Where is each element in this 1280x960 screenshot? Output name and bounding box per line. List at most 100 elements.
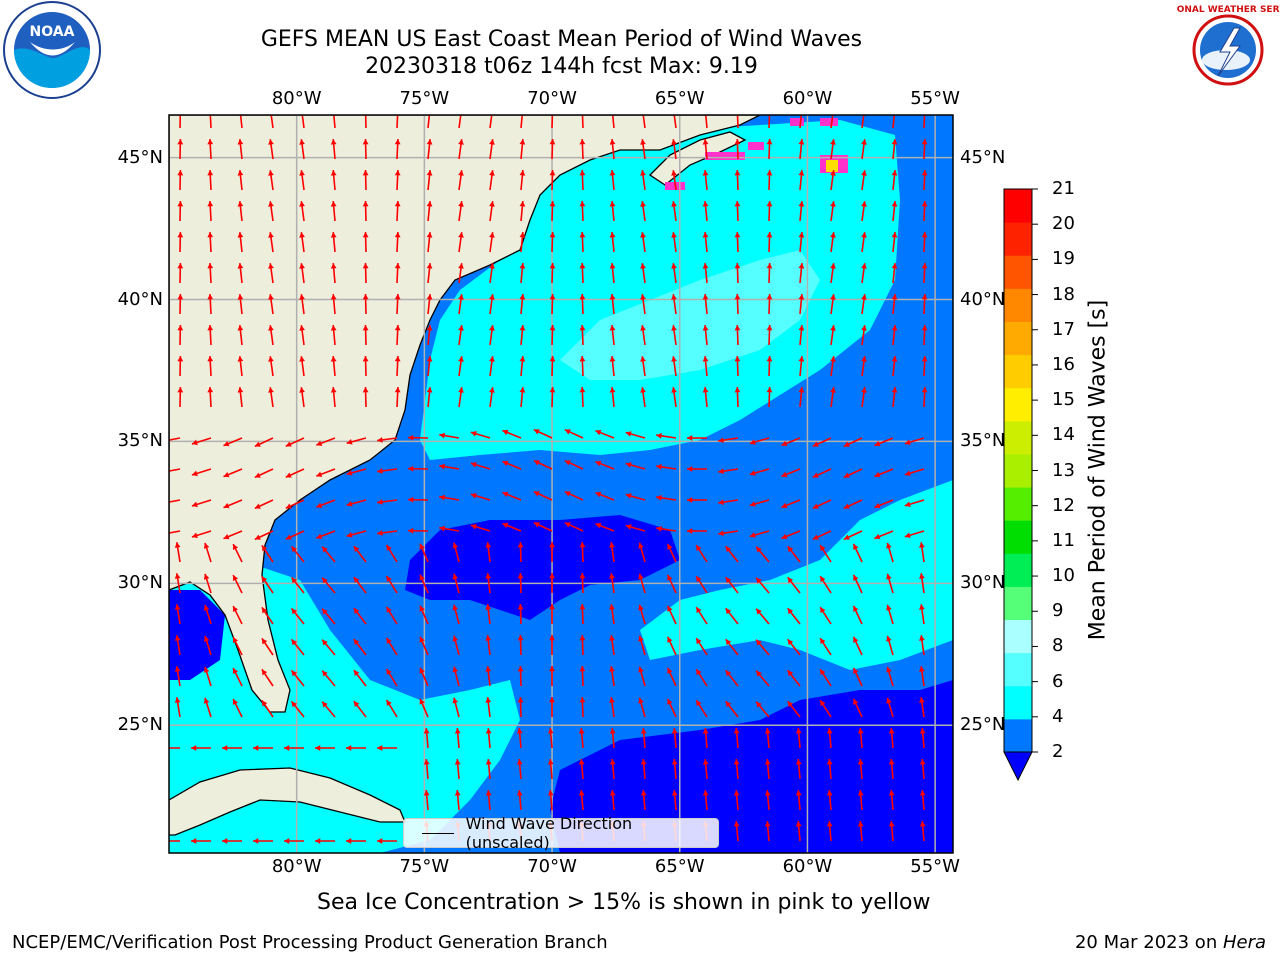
wave-direction-arrow bbox=[268, 263, 274, 284]
wave-direction-arrow bbox=[766, 138, 773, 160]
wave-direction-arrow bbox=[385, 606, 398, 625]
wave-direction-arrow bbox=[671, 139, 677, 160]
wave-direction-arrow bbox=[640, 139, 646, 160]
lat-tick-left-1: 40°N bbox=[117, 288, 163, 310]
lat-tick-right-0: 45°N bbox=[960, 146, 1006, 168]
wave-direction-arrow bbox=[579, 200, 586, 222]
wave-direction-arrow bbox=[625, 524, 646, 532]
wave-direction-arrow bbox=[830, 356, 836, 377]
wave-direction-arrow bbox=[579, 324, 586, 346]
wave-direction-arrow bbox=[207, 138, 214, 160]
wave-direction-arrow bbox=[223, 530, 243, 540]
wave-direction-arrow bbox=[581, 115, 584, 129]
wave-direction-arrow bbox=[812, 499, 832, 510]
wave-direction-arrow bbox=[385, 637, 398, 656]
wave-direction-arrow bbox=[321, 608, 336, 625]
lat-tick-right-4: 25°N bbox=[960, 714, 1006, 736]
wave-direction-arrow bbox=[671, 790, 678, 811]
wave-direction-arrow bbox=[207, 293, 214, 315]
wave-direction-arrow bbox=[458, 263, 464, 284]
wave-direction-arrow bbox=[439, 432, 460, 439]
wave-direction-arrow bbox=[423, 728, 430, 749]
wave-direction-arrow bbox=[764, 728, 771, 749]
wave-direction-arrow bbox=[519, 356, 526, 377]
lat-tick-right-1: 40°N bbox=[960, 288, 1006, 310]
wave-direction-arrow bbox=[353, 576, 367, 594]
wave-direction-arrow bbox=[458, 115, 462, 129]
wave-direction-arrow bbox=[222, 745, 242, 751]
wave-direction-arrow bbox=[174, 635, 181, 656]
wave-direction-arrow bbox=[625, 493, 646, 501]
wave-direction-arrow bbox=[852, 543, 863, 563]
wave-direction-arrow bbox=[502, 491, 522, 501]
wave-direction-arrow bbox=[207, 169, 214, 191]
wave-direction-arrow bbox=[458, 139, 464, 160]
wave-direction-arrow bbox=[886, 666, 894, 687]
wave-direction-arrow bbox=[419, 698, 429, 718]
wave-direction-arrow bbox=[362, 293, 369, 315]
wave-direction-arrow bbox=[423, 759, 430, 780]
wave-direction-arrow bbox=[519, 139, 526, 160]
wave-direction-arrow bbox=[232, 698, 243, 718]
wave-direction-arrow bbox=[330, 232, 337, 253]
wave-direction-arrow bbox=[609, 542, 615, 563]
wave-direction-arrow bbox=[725, 700, 739, 718]
wave-direction-arrow bbox=[921, 293, 928, 315]
wave-direction-arrow bbox=[766, 200, 773, 222]
wave-direction-arrow bbox=[261, 575, 274, 594]
wave-direction-arrow bbox=[891, 170, 898, 191]
wave-direction-arrow bbox=[609, 604, 615, 625]
wave-direction-arrow bbox=[362, 355, 369, 377]
wave-direction-arrow bbox=[640, 263, 646, 284]
wave-direction-arrow bbox=[396, 115, 399, 129]
wave-direction-arrow bbox=[268, 387, 274, 408]
wave-direction-arrow bbox=[781, 468, 801, 478]
wave-direction-arrow bbox=[174, 604, 181, 625]
wave-direction-arrow bbox=[923, 115, 926, 129]
wave-direction-arrow bbox=[489, 263, 495, 284]
wave-direction-arrow bbox=[595, 429, 615, 439]
wave-direction-arrow bbox=[733, 821, 740, 842]
wave-direction-arrow bbox=[702, 728, 709, 749]
colorbar-tick-label: 2 bbox=[1052, 741, 1064, 762]
wave-direction-arrow bbox=[886, 542, 894, 563]
wave-direction-arrow bbox=[766, 355, 773, 377]
lon-tick-top-2: 70°W bbox=[527, 88, 577, 109]
wave-direction-arrow bbox=[766, 293, 773, 315]
wave-direction-arrow bbox=[426, 387, 433, 408]
wave-direction-arrow bbox=[316, 437, 336, 446]
wave-direction-arrow bbox=[861, 115, 865, 129]
wave-direction-arrow bbox=[702, 325, 709, 346]
wave-direction-arrow bbox=[734, 355, 741, 377]
wave-direction-arrow bbox=[407, 496, 429, 503]
wave-direction-arrow bbox=[177, 169, 184, 191]
wave-direction-arrow bbox=[609, 759, 616, 780]
wave-direction-arrow bbox=[285, 437, 305, 447]
wave-direction-arrow bbox=[177, 293, 184, 315]
wave-direction-arrow bbox=[516, 728, 523, 749]
wave-direction-arrow bbox=[169, 840, 180, 842]
wave-direction-arrow bbox=[819, 575, 832, 594]
wave-direction-arrow bbox=[407, 465, 429, 472]
wave-direction-arrow bbox=[781, 530, 801, 540]
wave-direction-arrow bbox=[638, 542, 646, 563]
wave-direction-arrow bbox=[519, 325, 526, 346]
wave-direction-arrow bbox=[798, 263, 805, 284]
wave-direction-arrow bbox=[299, 139, 305, 160]
wave-direction-arrow bbox=[579, 386, 586, 408]
wave-direction-arrow bbox=[377, 468, 398, 474]
wave-direction-arrow bbox=[330, 387, 337, 408]
noaa-logo-text: NOAA bbox=[30, 24, 75, 40]
wave-direction-arrow bbox=[452, 573, 460, 594]
map-frame bbox=[168, 114, 954, 854]
wave-direction-arrow bbox=[489, 356, 495, 377]
wave-direction-arrow bbox=[695, 575, 708, 594]
wave-direction-arrow bbox=[874, 468, 894, 478]
wave-direction-arrow bbox=[209, 115, 212, 129]
wave-direction-arrow bbox=[519, 263, 526, 284]
wave-direction-arrow bbox=[285, 468, 305, 478]
lon-tick-top-3: 65°W bbox=[654, 88, 705, 109]
wave-direction-arrow bbox=[458, 232, 464, 253]
wave-direction-arrow bbox=[519, 294, 526, 315]
